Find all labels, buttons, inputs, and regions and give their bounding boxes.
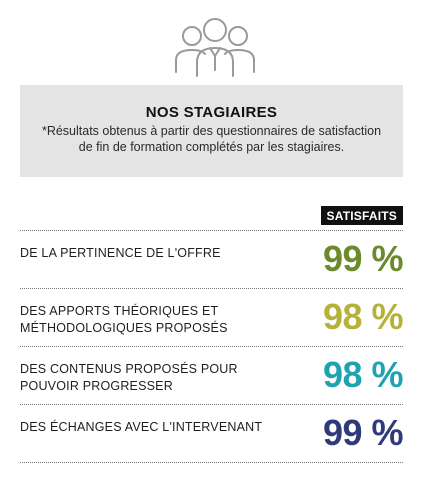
result-percentage: 99 % [322, 412, 404, 453]
page-title: NOS STAGIAIRES [145, 104, 278, 121]
people-group-icon [170, 10, 260, 80]
result-row: DE LA PERTINENCE DE L'OFFRE 99 % [20, 230, 404, 287]
result-percentage: 98 % [322, 354, 404, 395]
result-row: DES APPORTS THÉORIQUES ET MÉTHODOLOGIQUE… [20, 288, 404, 345]
result-label: DE LA PERTINENCE DE L'OFFRE [20, 246, 221, 260]
header-box: NOS STAGIAIRES *Résultats obtenus à part… [20, 85, 403, 177]
result-label: DES CONTENUS PROPOSÉS POUR POUVOIR PROGR… [20, 362, 238, 393]
divider [20, 462, 403, 463]
satisfaction-column-header: SATISFAITS [320, 206, 403, 225]
result-row: DES CONTENUS PROPOSÉS POUR POUVOIR PROGR… [20, 346, 404, 403]
result-row: DES ÉCHANGES AVEC L'INTERVENANT 99 % [20, 404, 404, 461]
result-label: DES APPORTS THÉORIQUES ET MÉTHODOLOGIQUE… [20, 304, 228, 335]
result-percentage: 98 % [322, 296, 404, 337]
result-percentage: 99 % [322, 238, 404, 279]
result-label: DES ÉCHANGES AVEC L'INTERVENANT [20, 420, 263, 434]
header-note: *Résultats obtenus à partir des question… [41, 124, 382, 154]
